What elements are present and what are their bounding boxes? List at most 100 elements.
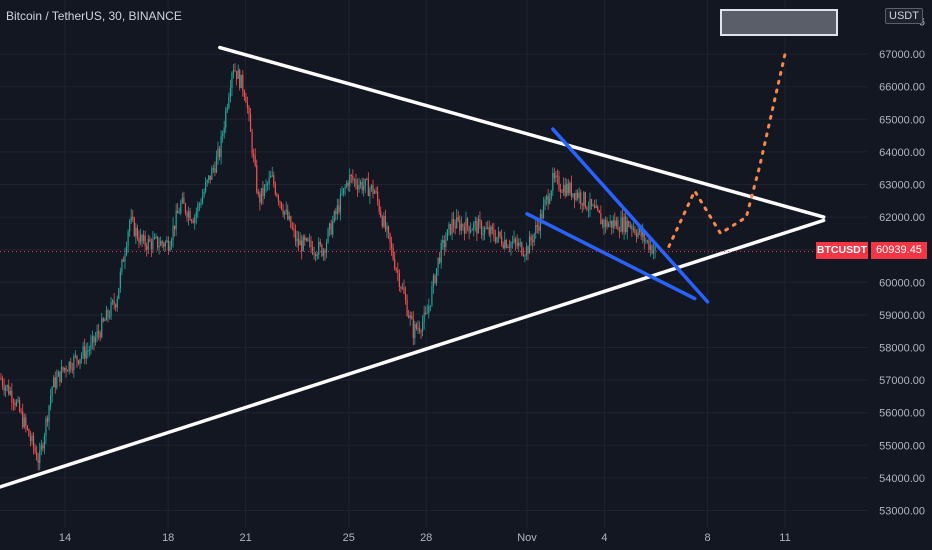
candle-body xyxy=(197,204,199,212)
candle-body xyxy=(206,180,208,184)
candle-body xyxy=(15,401,18,406)
candle-body xyxy=(437,257,439,269)
candle-body xyxy=(130,216,132,221)
candle-body xyxy=(81,355,83,359)
price-tick-label: 64000.00 xyxy=(879,147,925,159)
candle-body xyxy=(251,131,253,154)
candle-body xyxy=(32,435,35,448)
candle-body xyxy=(191,220,193,222)
candle-body xyxy=(549,198,551,204)
candle-body xyxy=(556,175,559,177)
candle-body xyxy=(201,196,204,204)
time-tick-label: 4 xyxy=(601,532,607,544)
candle-body xyxy=(595,206,597,208)
candle-body xyxy=(377,191,379,202)
last-price-symbol-tag: BTCUSDT xyxy=(816,242,868,259)
candle-body xyxy=(121,259,123,272)
candle-body xyxy=(538,226,540,231)
candle-body xyxy=(632,228,634,230)
candle-body xyxy=(519,242,521,244)
candle-body xyxy=(181,197,183,203)
candle-body xyxy=(515,238,517,243)
candle-body xyxy=(98,331,100,334)
candle-body xyxy=(366,178,368,180)
candle-body xyxy=(654,245,656,251)
candle-body xyxy=(316,254,318,257)
symbol-title[interactable]: Bitcoin / TetherUS, 30, BINANCE xyxy=(6,9,182,23)
candle-body xyxy=(94,337,97,343)
candle-body xyxy=(349,174,351,186)
candle-body xyxy=(229,87,231,98)
candle-body xyxy=(119,271,121,289)
candle-body xyxy=(353,179,355,181)
candle-body xyxy=(462,223,464,228)
candle-body xyxy=(198,204,200,206)
candle-body xyxy=(43,436,45,449)
candle-body xyxy=(156,236,159,248)
candle-body xyxy=(132,216,134,219)
candle-body xyxy=(288,216,290,220)
candle-body xyxy=(373,191,376,194)
candle-body xyxy=(305,238,307,241)
wedge-lower-line xyxy=(525,212,697,301)
candle-body xyxy=(212,168,214,170)
candle-body xyxy=(370,185,373,190)
candle-body xyxy=(321,244,323,256)
candle-body xyxy=(435,268,438,284)
candle-body xyxy=(575,192,577,201)
candle-body xyxy=(547,195,549,204)
candle-body xyxy=(395,268,397,271)
candle-body xyxy=(268,177,270,184)
candle-body xyxy=(186,212,188,218)
candle-body xyxy=(39,450,41,463)
candle-body xyxy=(53,377,55,388)
candle-body xyxy=(90,342,92,351)
candle-body xyxy=(70,361,72,370)
candle-body xyxy=(361,181,363,191)
candle-body xyxy=(208,175,210,181)
candle-body xyxy=(381,216,383,227)
candle-body xyxy=(180,202,182,213)
time-axis[interactable]: 14 18 21 25 28 Nov 4 8 11 xyxy=(59,532,791,544)
candle-body xyxy=(82,346,84,356)
candle-body xyxy=(620,217,622,232)
price-axis[interactable]: 53000.00 54000.00 55000.00 56000.00 57000.00… xyxy=(879,17,925,518)
candle-body xyxy=(158,245,160,248)
candle-body xyxy=(550,190,552,199)
candle-body xyxy=(532,240,534,243)
drawing-annotations xyxy=(0,45,826,489)
candle-body xyxy=(84,346,86,359)
candle-body xyxy=(652,250,655,254)
candle-body xyxy=(629,225,631,227)
projection-path xyxy=(667,52,787,248)
candle-body xyxy=(59,371,61,382)
candle-body xyxy=(23,417,25,428)
candle-body xyxy=(567,183,569,194)
candle-body xyxy=(29,436,32,441)
candle-body xyxy=(315,253,317,257)
candle-body xyxy=(541,213,543,219)
candle-body xyxy=(528,236,531,254)
candle-body xyxy=(380,211,382,217)
time-tick-label: 21 xyxy=(239,532,251,544)
currency-badge[interactable]: USDT xyxy=(885,8,923,24)
candle-body xyxy=(614,220,616,227)
candle-body xyxy=(163,243,165,247)
chart-grid xyxy=(0,0,868,528)
candle-body xyxy=(375,191,377,193)
candle-body xyxy=(26,425,28,430)
candle-body xyxy=(274,184,276,194)
candle-body xyxy=(175,210,177,230)
candle-body xyxy=(445,240,447,248)
candle-body xyxy=(310,240,312,248)
candle-body xyxy=(439,257,441,263)
candle-body xyxy=(31,435,33,441)
candle-body xyxy=(640,228,642,237)
time-tick-label: Nov xyxy=(517,532,537,544)
candle-body xyxy=(149,239,151,242)
candle-body xyxy=(276,193,278,197)
candle-body xyxy=(415,324,417,329)
triangle-upper-line xyxy=(218,45,826,219)
candle-body xyxy=(301,240,303,252)
